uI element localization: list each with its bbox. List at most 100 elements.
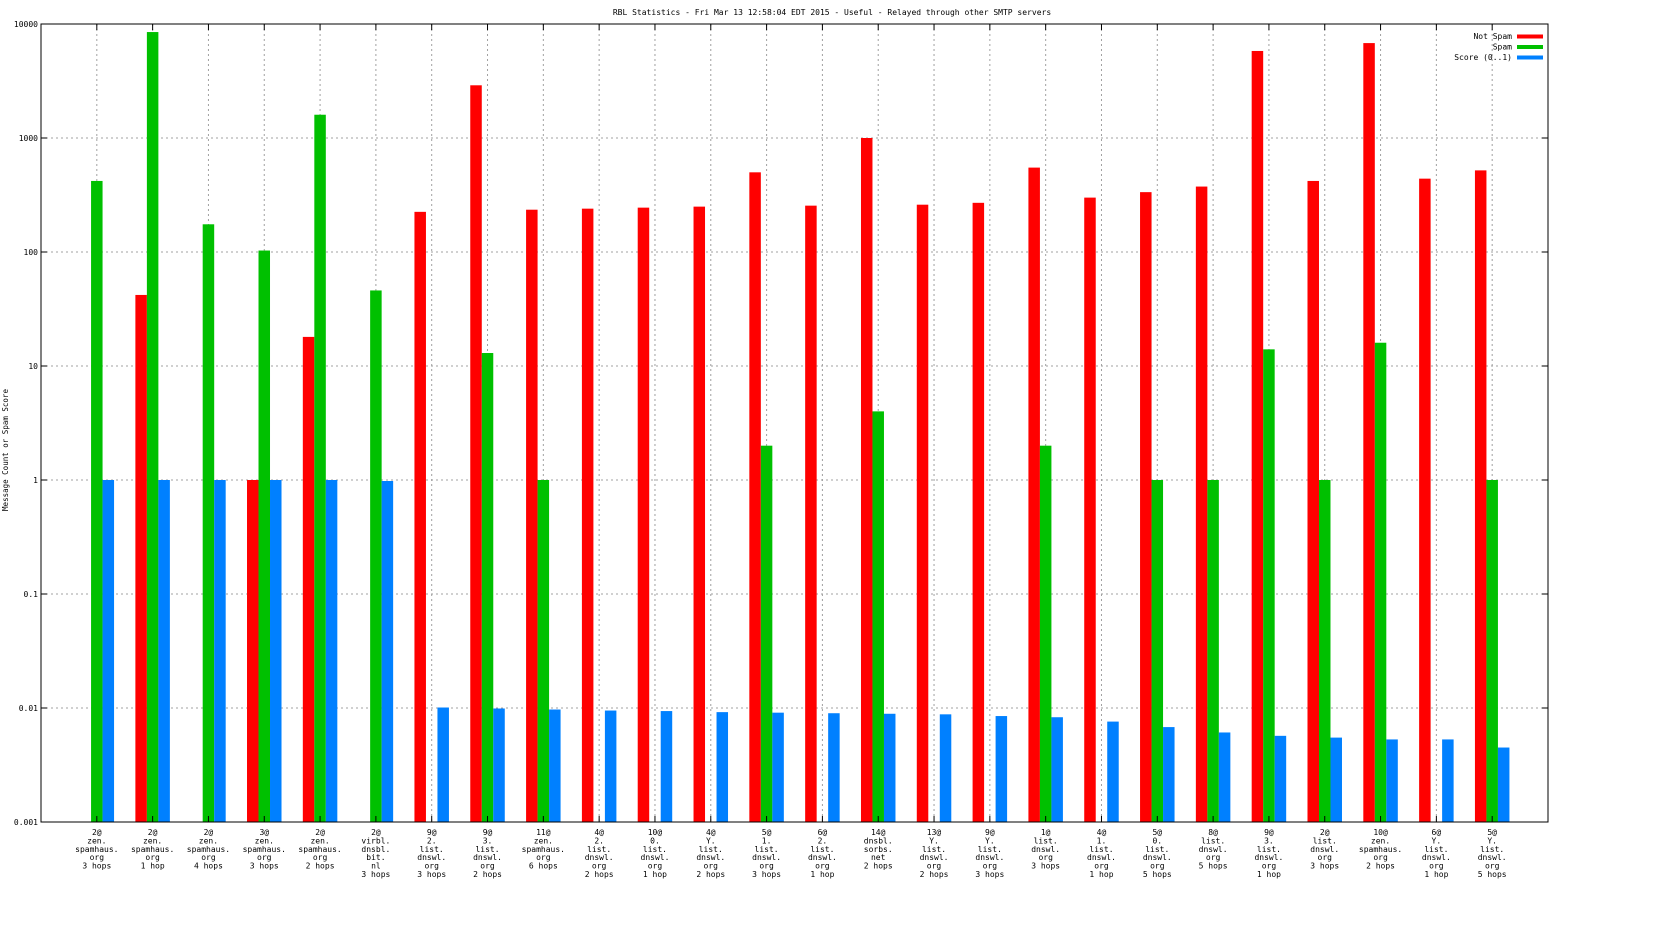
bar-not-spam [1363,43,1375,822]
bar-not-spam [860,138,873,822]
bar-spam [91,180,103,822]
x-tick-label: 5@ Y. list. dnswl. org 5 hops [1478,828,1507,879]
bar-spam [537,480,550,822]
bar-score-0-1 [1218,732,1231,822]
x-tick-label: 6@ 2. list. dnswl. org 1 hop [808,828,837,879]
bar-score-0-1 [214,480,226,822]
bar-not-spam [1140,192,1152,822]
bar-score-0-1 [1386,739,1398,822]
x-tick-label: 3@ zen. spamhaus. org 3 hops [243,828,286,871]
x-tick-label: 4@ Y. list. dnswl. org 2 hops [696,828,725,879]
bar-not-spam [247,480,259,822]
bar-not-spam [526,209,538,822]
bar-score-0-1 [381,481,394,822]
x-tick-label: 2@ list. dnswl. org 3 hops [1310,828,1339,871]
bar-not-spam [1251,50,1264,823]
bar-score-0-1 [493,708,505,822]
bar-not-spam [1084,197,1096,823]
bar-not-spam [1474,170,1487,822]
bar-not-spam [916,204,929,822]
bar-score-0-1 [1497,747,1510,822]
bar-not-spam [972,202,985,822]
bar-spam [1151,480,1164,822]
legend-label: Not Spam [1473,32,1512,41]
bar-score-0-1 [939,714,952,822]
bar-not-spam [302,336,315,822]
x-tick-label: 2@ zen. spamhaus. org 1 hop [131,828,174,871]
bar-not-spam [135,294,147,822]
bar-score-0-1 [883,713,896,822]
x-tick-label: 9@ 3. list. dnswl. org 1 hop [1254,828,1283,879]
legend-swatch [1517,55,1543,60]
y-tick-label: 10 [28,362,38,371]
y-tick-label: 0.001 [14,818,38,827]
x-tick-label: 2@ zen. spamhaus. org 2 hops [298,828,341,871]
y-axis-label: Message Count or Spam Score [1,389,10,511]
bar-spam [1318,480,1331,822]
y-tick-labels: 0.001 0.01 0.1 1 10 100 1000 10000 [14,20,38,827]
x-tick-label: 10@ 0. list. dnswl. org 1 hop [641,828,670,879]
y-tick-label: 0.01 [19,704,38,713]
bar-score-0-1 [158,480,170,822]
y-tick-label: 1 [33,476,38,485]
x-tick-label: 5@ 0. list. dnswl. org 5 hops [1143,828,1172,879]
bar-score-0-1 [1442,739,1454,822]
legend-label: Spam [1493,43,1512,52]
bar-spam [872,411,884,822]
bar-spam [202,224,215,823]
x-tick-label: 9@ Y. list. dnswl. org 3 hops [975,828,1004,879]
x-tick-label: 5@ 1. list. dnswl. org 3 hops [752,828,781,879]
plot-frame [40,23,1549,823]
x-tick-label: 2@ zen. spamhaus. org 3 hops [75,828,118,871]
bar-score-0-1 [1107,721,1119,822]
x-tick-label: 13@ Y. list. dnswl. org 2 hops [920,828,949,879]
y-tick-label: 10000 [14,20,38,29]
bar-not-spam [581,208,594,822]
bar-score-0-1 [549,709,561,822]
bar-not-spam [749,172,761,822]
x-tick-label: 4@ 1. list. dnswl. org 1 hop [1087,828,1116,879]
bar-score-0-1 [716,712,729,822]
x-tick-label: 9@ 3. list. dnswl. org 2 hops [473,828,502,879]
bar-not-spam [414,211,426,823]
x-tick-label: 10@ zen. spamhaus. org 2 hops [1359,828,1402,871]
bar-score-0-1 [995,716,1008,822]
bar-spam [370,290,382,822]
bar-not-spam [1195,186,1208,822]
legend-swatch [1517,45,1543,49]
bar-not-spam [693,206,706,822]
bar-spam [258,250,271,823]
x-tick-label: 1@ list. dnswl. org 3 hops [1031,828,1060,871]
bar-spam [1374,342,1387,822]
bar-score-0-1 [325,480,338,822]
x-tick-label: 11@ zen. spamhaus. org 6 hops [522,828,565,871]
bar-spam [1263,349,1275,822]
bar-score-0-1 [1163,727,1175,822]
bar-spam [760,445,773,822]
x-tick-label: 8@ list. dnswl. org 5 hops [1199,828,1228,871]
x-tick-label: 2@ zen. spamhaus. org 4 hops [187,828,230,871]
bar-score-0-1 [437,707,449,822]
x-tick-label: 9@ 2. list. dnswl. org 3 hops [417,828,446,879]
bar-score-0-1 [102,480,115,822]
bar-not-spam [1307,180,1319,822]
bar-score-0-1 [772,712,784,822]
chart-title: RBL Statistics - Fri Mar 13 12:58:04 EDT… [613,8,1051,17]
bar-spam [1486,480,1498,822]
bars-layer [91,32,1510,823]
y-tick-label: 100 [24,248,39,257]
bar-score-0-1 [270,480,282,822]
bar-score-0-1 [1330,737,1342,822]
x-tick-label: 6@ Y. list. dnswl. org 1 hop [1422,828,1451,879]
legend-swatch [1517,34,1543,39]
bar-spam [146,32,159,823]
plot-border [40,23,1549,823]
x-tick-label: 4@ 2. list. dnswl. org 2 hops [585,828,614,879]
bar-not-spam [1419,178,1431,822]
x-tick-label: 2@ virbl. dnsbl. bit. nl 3 hops [361,828,390,879]
bar-score-0-1 [1051,717,1063,822]
bar-spam [1039,445,1052,822]
